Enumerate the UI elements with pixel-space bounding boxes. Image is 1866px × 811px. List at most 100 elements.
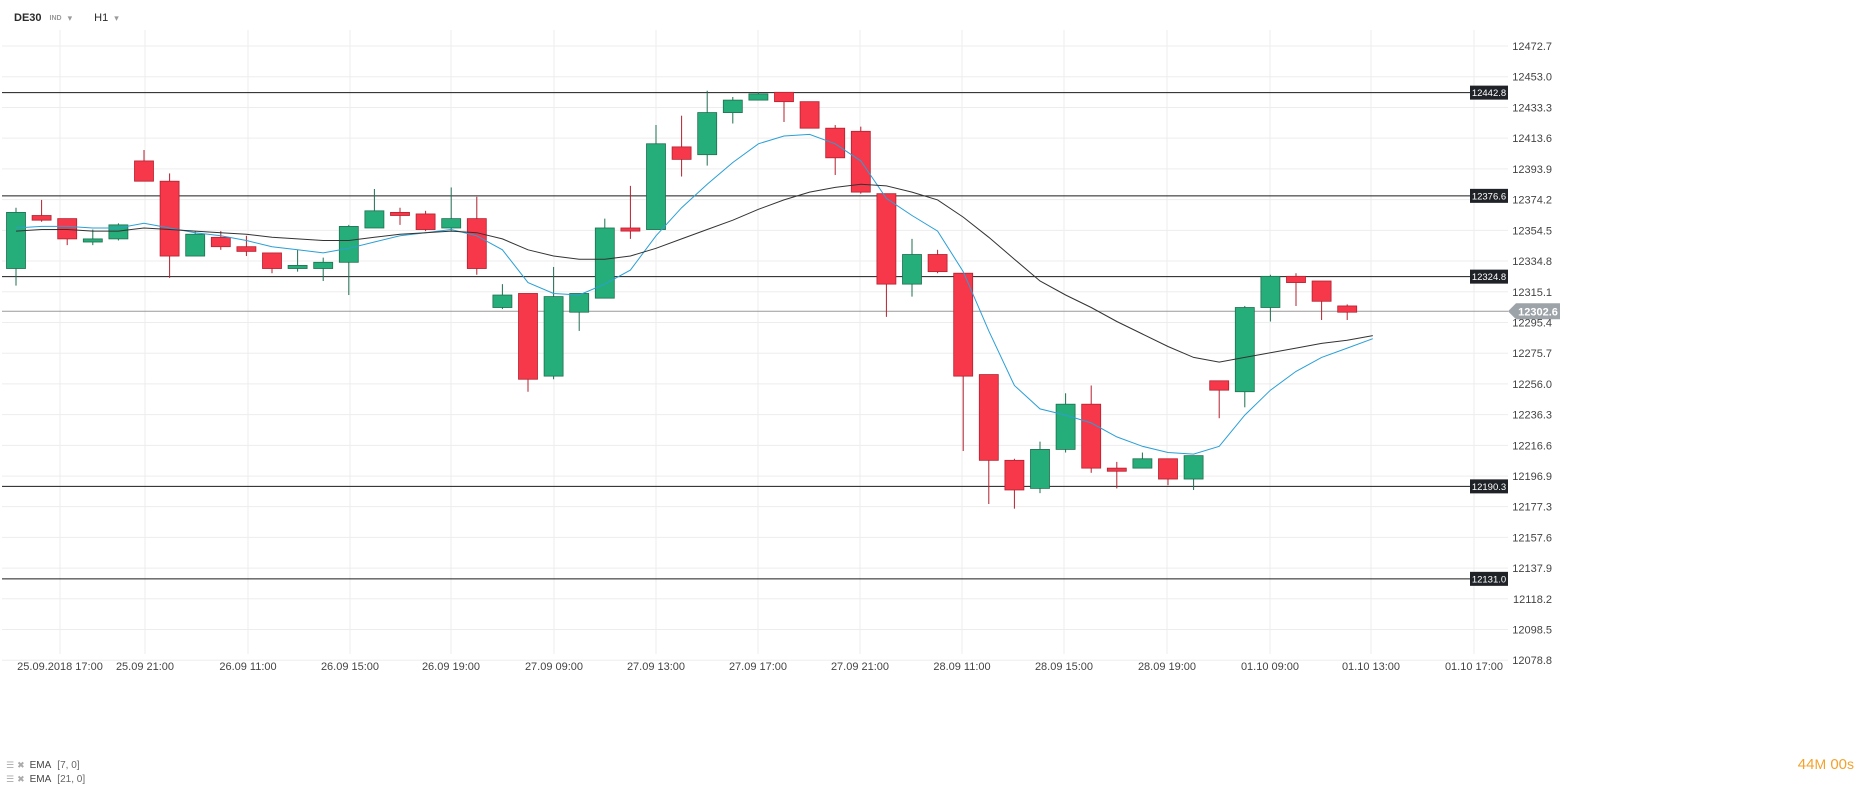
candle-bullish (646, 125, 666, 230)
price-level-label: 12190.3 (1470, 479, 1508, 494)
candle-bearish (850, 126, 871, 194)
y-tick-label: 12374.2 (1512, 195, 1552, 207)
price-level-label: 12376.6 (1470, 188, 1508, 203)
ema-21-line (15, 183, 1373, 363)
candle-bullish (1183, 455, 1204, 490)
x-tick-label: 27.09 21:00 (831, 661, 889, 673)
candle-bullish (722, 96, 743, 124)
timeframe-dropdown-icon[interactable]: ▾ (114, 12, 119, 23)
candle-bearish (978, 374, 999, 504)
candle-bullish (1234, 305, 1255, 408)
x-tick-label: 28.09 11:00 (933, 661, 990, 673)
candle-bullish (748, 92, 769, 101)
candle-bullish (287, 249, 308, 272)
candle-bearish (774, 91, 794, 122)
x-tick-label: 01.10 17:00 (1445, 661, 1503, 673)
x-tick-label: 25.09 21:00 (116, 661, 174, 673)
close-icon[interactable]: ✖ (17, 760, 25, 770)
candle-bullish (108, 223, 129, 241)
price-level-label: 12442.8 (1470, 85, 1508, 100)
y-tick-label: 12137.9 (1512, 563, 1552, 575)
x-tick-label: 26.09 15:00 (321, 661, 379, 673)
candle-bearish (518, 293, 538, 392)
candle-bearish (1004, 458, 1025, 509)
candle-bullish (82, 229, 103, 246)
settings-icon[interactable]: ☰ (6, 774, 15, 784)
x-tick-label: 25.09.2018 17:00 (17, 661, 103, 673)
close-icon[interactable]: ✖ (17, 774, 25, 784)
candle-bearish (262, 252, 282, 274)
y-tick-label: 12334.8 (1512, 256, 1552, 268)
symbol-name[interactable]: DE30 (14, 12, 42, 24)
candle-bullish (1132, 452, 1153, 469)
candle-bearish (134, 150, 154, 182)
candle-bullish (338, 224, 359, 296)
price-labels: 12442.8 12376.6 12324.8 12190.3 12131.0 12302… (1470, 85, 1560, 586)
y-tick-label: 12393.9 (1512, 164, 1552, 176)
candle-bearish (799, 101, 820, 129)
y-tick-label: 12413.6 (1512, 133, 1552, 145)
indicator-name: EMA (29, 760, 52, 771)
grid (2, 30, 1508, 661)
candle-bearish (236, 235, 257, 257)
x-tick-label: 26.09 11:00 (219, 661, 276, 673)
candle-bullish (594, 218, 615, 299)
candle-bearish (620, 185, 641, 239)
ema-lines (15, 133, 1373, 455)
candle-bearish (876, 193, 897, 317)
indicator-legend-ema-7: ☰ ✖ EMA [7, 0] (6, 760, 80, 771)
candle-bullish (185, 231, 206, 257)
y-tick-label: 12295.4 (1512, 317, 1552, 329)
y-tick-label: 12472.7 (1512, 41, 1552, 53)
candle-bearish (390, 207, 410, 225)
candle-bearish (825, 125, 846, 175)
x-tick-label: 26.09 19:00 (422, 661, 480, 673)
current-price-tag: 12302.6 (1508, 303, 1560, 320)
horizontal-levels (2, 92, 1508, 580)
candle-bullish (543, 266, 564, 380)
ema-7-line (15, 133, 1373, 455)
timer-minutes-unit: M (1814, 756, 1827, 772)
candle-bearish (1337, 304, 1358, 320)
indicator-legend-ema-21: ☰ ✖ EMA [21, 0] (6, 774, 85, 785)
symbol-dropdown-icon[interactable]: ▾ (67, 12, 73, 23)
candle-bullish (1030, 441, 1050, 494)
settings-icon[interactable]: ☰ (6, 760, 15, 770)
candle-bearish (1106, 461, 1127, 489)
axes: 12472.7 12453.0 12433.3 12413.6 12393.9 12374… (17, 41, 1552, 673)
x-tick-label: 28.09 19:00 (1138, 661, 1196, 673)
candle-bullish (492, 284, 513, 310)
svg-text:12302.6: 12302.6 (1518, 306, 1558, 318)
candle-bearish (1081, 385, 1102, 473)
x-tick-label: 27.09 17:00 (729, 661, 787, 673)
timer-seconds: 00 (1830, 756, 1847, 773)
y-tick-label: 12315.1 (1512, 287, 1552, 299)
candle-countdown: 44M 00s (1798, 756, 1854, 773)
svg-text:12190.3: 12190.3 (1472, 482, 1506, 493)
chart-toolbar: DE30 IND ▾ H1 ▾ (14, 9, 119, 27)
price-level-label: 12131.0 (1470, 571, 1508, 586)
candle-bullish (441, 187, 462, 232)
timeframe-selector[interactable]: H1 (94, 12, 109, 24)
y-tick-label: 12256.0 (1512, 379, 1552, 391)
candle-bullish (569, 293, 590, 331)
candle-bearish (1311, 280, 1332, 320)
candle-bullish (902, 238, 922, 297)
candle-bullish (364, 188, 385, 229)
candles (6, 90, 1358, 509)
x-tick-label: 01.10 13:00 (1342, 661, 1400, 673)
candle-bearish (671, 115, 692, 177)
y-tick-label: 12453.0 (1512, 72, 1552, 84)
svg-text:12442.8: 12442.8 (1472, 88, 1506, 99)
timer-minutes: 44 (1797, 756, 1815, 773)
price-level-label: 12324.8 (1470, 269, 1508, 284)
instrument-badge: IND (49, 14, 62, 22)
candle-bearish (57, 218, 78, 246)
y-tick-label: 12433.3 (1512, 102, 1552, 114)
y-tick-label: 12157.6 (1512, 532, 1552, 544)
candle-bullish (1260, 274, 1281, 322)
x-tick-label: 27.09 13:00 (627, 661, 685, 673)
y-tick-label: 12354.5 (1512, 225, 1552, 237)
x-tick-label: 28.09 15:00 (1035, 661, 1093, 673)
